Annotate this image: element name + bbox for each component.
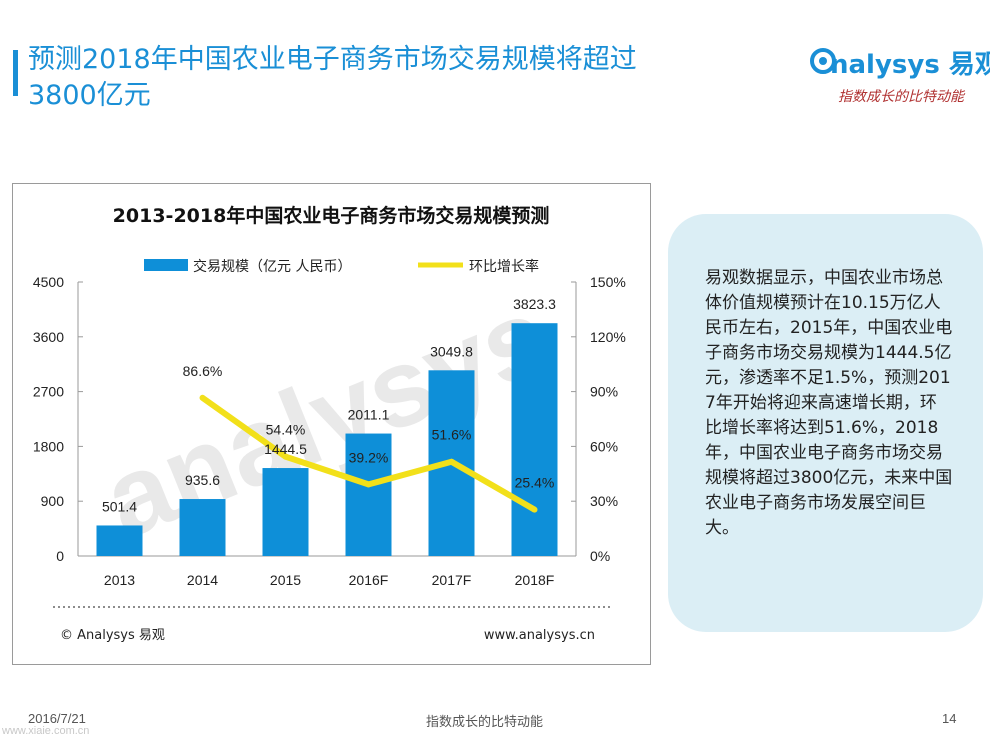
growth-rate-point <box>199 394 206 401</box>
bar-value-label: 501.4 <box>102 498 137 514</box>
y-tick-label: 0 <box>56 548 64 564</box>
x-tick-label: 2018F <box>515 572 555 588</box>
y2-tick-label: 120% <box>590 329 626 345</box>
legend-label-bar: 交易规模（亿元 人民币） <box>193 258 351 275</box>
bar-value-label: 3049.8 <box>430 343 473 359</box>
chart-panel: analysys 2013-2018年中国农业电子商务市场交易规模预测 交易规模… <box>12 183 651 665</box>
bar-value-label: 935.6 <box>185 472 220 488</box>
x-tick-label: 2015 <box>270 572 301 588</box>
insight-callout: 易观数据显示，中国农业市场总体价值规模预计在10.15万亿人民币左右，2015年… <box>668 214 983 632</box>
page-title: 预测2018年中国农业电子商务市场交易规模将超过3800亿元 <box>28 44 637 111</box>
footer-slogan: 指数成长的比特动能 <box>426 715 544 730</box>
growth-rate-point <box>282 453 289 460</box>
bar-2016F <box>345 433 392 556</box>
legend-swatch-bar <box>144 259 188 271</box>
growth-rate-label: 39.2% <box>349 449 389 465</box>
insight-text: 易观数据显示，中国农业市场总体价值规模预计在10.15万亿人民币左右，2015年… <box>705 268 953 538</box>
growth-rate-point <box>365 481 372 488</box>
logo-wordmark: nalysys 易观 <box>830 50 990 80</box>
x-tick-label: 2013 <box>104 572 135 588</box>
y2-tick-label: 30% <box>590 493 618 509</box>
growth-rate-point <box>531 506 538 513</box>
growth-rate-point <box>448 458 455 465</box>
y2-tick-label: 90% <box>590 384 618 400</box>
chart-source-url: www.analysys.cn <box>484 628 595 643</box>
growth-rate-label: 51.6% <box>432 427 472 443</box>
analysys-logo: nalysys 易观 指数成长的比特动能 <box>808 44 990 114</box>
footer-date: 2016/7/21 <box>28 711 86 726</box>
x-tick-label: 2016F <box>349 572 389 588</box>
growth-rate-label: 54.4% <box>266 422 306 438</box>
chart-watermark: analysys <box>88 274 565 562</box>
y-tick-label: 4500 <box>33 274 64 290</box>
bar-value-label: 3823.3 <box>513 296 556 312</box>
bar-2015 <box>262 468 309 556</box>
logo-tagline: 指数成长的比特动能 <box>838 89 964 105</box>
analysys-logo-icon <box>810 48 836 74</box>
bar-2013 <box>96 525 143 556</box>
y-tick-label: 2700 <box>33 384 64 400</box>
legend: 交易规模（亿元 人民币） 环比增长率 <box>144 258 539 275</box>
y-tick-label: 900 <box>41 493 65 509</box>
growth-rate-label: 25.4% <box>515 475 555 491</box>
x-tick-label: 2014 <box>187 572 218 588</box>
title-accent-bar <box>13 50 18 96</box>
site-watermark: www.xiaie.com.cn <box>2 725 90 737</box>
chart-canvas: analysys 2013-2018年中国农业电子商务市场交易规模预测 交易规模… <box>33 204 626 643</box>
page-number: 14 <box>942 711 957 726</box>
y2-tick-label: 150% <box>590 274 626 290</box>
y-tick-label: 1800 <box>33 438 64 454</box>
chart-title: 2013-2018年中国农业电子商务市场交易规模预测 <box>113 204 550 227</box>
y2-tick-label: 0% <box>590 548 610 564</box>
bar-2014 <box>179 499 226 556</box>
y-tick-label: 3600 <box>33 329 64 345</box>
growth-rate-label: 86.6% <box>183 363 223 379</box>
bar-2018F <box>511 323 558 556</box>
legend-label-line: 环比增长率 <box>469 258 539 275</box>
x-tick-label: 2017F <box>432 572 472 588</box>
chart-copyright: © Analysys 易观 <box>60 628 165 643</box>
y2-tick-label: 60% <box>590 438 618 454</box>
bar-value-label: 2011.1 <box>348 407 390 423</box>
bar-value-label: 1444.5 <box>264 441 307 457</box>
